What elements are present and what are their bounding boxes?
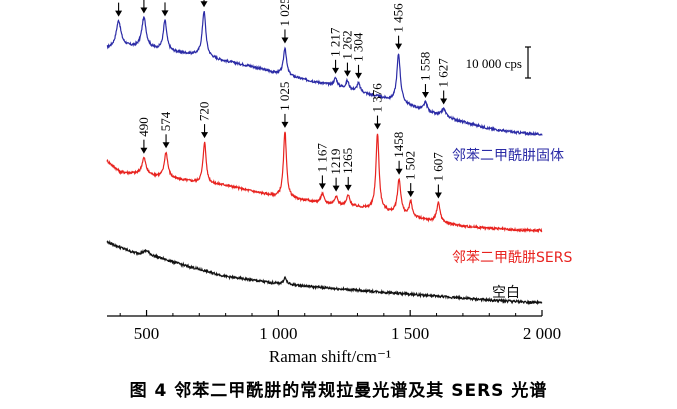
peak-label: 1265: [340, 148, 355, 174]
peak-arrow-head: [200, 1, 208, 8]
peak-label: 1219: [328, 149, 343, 175]
series-label: 邻苯二甲酰肼固体: [452, 147, 564, 164]
x-tick-label: 2 000: [523, 324, 561, 343]
peak-arrow-head: [395, 168, 403, 175]
peak-label: 1 025: [277, 0, 292, 26]
spectrum-line-1: [106, 131, 543, 234]
peak-label: 490: [136, 117, 151, 137]
peak-arrow-head: [161, 10, 169, 17]
peak-arrow-head: [332, 185, 340, 192]
peak-arrow-head: [440, 98, 448, 105]
peak-arrow-head: [343, 70, 351, 77]
peak-label: 720: [197, 102, 212, 122]
intensity-scale-bar: 10 000 cps: [466, 46, 531, 79]
peak-label: 1 304: [351, 32, 366, 62]
peak-arrow-head: [407, 191, 415, 198]
x-axis-label: Raman shift/cm⁻¹: [269, 347, 391, 366]
peak-arrow-head: [281, 121, 289, 128]
peak-arrow-head: [318, 183, 326, 190]
peak-label: 1 627: [436, 58, 451, 88]
scale-bar-label: 10 000 cps: [466, 56, 522, 71]
series-label: 空白: [492, 285, 520, 301]
x-tick-label: 1 000: [259, 324, 297, 343]
peak-label: 1 167: [314, 143, 329, 173]
peak-label: 1 262: [339, 30, 354, 59]
peak-label: 1 456: [391, 3, 406, 33]
peak-arrow-head: [115, 10, 123, 17]
x-tick-label: 500: [134, 324, 160, 343]
series-label: 邻苯二甲酰肼SERS: [452, 249, 572, 266]
peak-label: 1 502: [403, 151, 418, 180]
peak-arrow-head: [140, 147, 148, 154]
peak-arrow-head: [201, 132, 209, 139]
peak-arrow-head: [373, 123, 381, 130]
spectrum-line-2: [106, 239, 543, 306]
plot-axes: 500 1 000 1 500 2 000 Raman shift/cm⁻¹: [107, 310, 561, 366]
peak-arrow-head: [162, 142, 170, 149]
peak-label: 574: [158, 111, 173, 131]
peak-arrow-head: [395, 43, 403, 50]
x-tick-label: 1 500: [391, 324, 429, 343]
peak-arrow-head: [344, 184, 352, 191]
peak-arrow-head: [434, 192, 442, 199]
peak-arrow-head: [355, 72, 363, 79]
figure-caption: 图 4 邻苯二甲酰肼的常规拉曼光谱及其 SERS 光谱: [129, 381, 548, 401]
spectrum-line-0: [106, 10, 543, 137]
peak-label: 1 217: [328, 27, 343, 57]
peak-label: 1 558: [417, 52, 432, 81]
peak-label: 1458: [391, 132, 406, 158]
peak-arrow-head: [332, 67, 340, 74]
peak-arrow-head: [421, 92, 429, 99]
peak-label: 1 376: [369, 83, 384, 113]
spectrum-curves: [106, 10, 543, 306]
peak-label: 1 607: [430, 152, 445, 182]
peak-label: 1 025: [277, 82, 292, 111]
peak-arrow-head: [140, 7, 148, 14]
peak-arrow-head: [281, 37, 289, 44]
